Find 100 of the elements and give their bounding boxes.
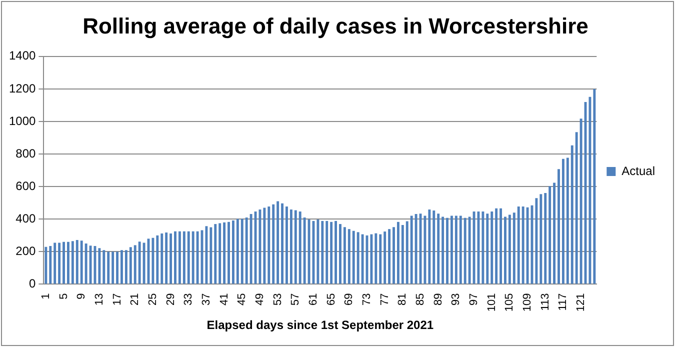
x-tick-label: 49 xyxy=(254,293,266,306)
x-tick-label: 117 xyxy=(557,293,570,311)
bar xyxy=(406,221,408,284)
bar xyxy=(330,222,333,284)
x-tick-label: 101 xyxy=(486,293,498,312)
bar xyxy=(142,242,146,284)
x-tick-label: 29 xyxy=(164,293,177,306)
x-tick-label: 121 xyxy=(575,293,588,312)
x-axis-title: Elapsed days since 1st September 2021 xyxy=(206,318,434,332)
bar xyxy=(343,227,346,284)
x-tick-label: 93 xyxy=(450,293,462,306)
bar xyxy=(286,206,288,284)
x-tick-label: 33 xyxy=(182,293,195,306)
bar xyxy=(156,235,159,284)
x-tick-label: 97 xyxy=(468,293,480,306)
bar xyxy=(71,241,74,284)
bar xyxy=(544,192,547,284)
x-tick-label: 61 xyxy=(308,293,320,306)
x-tick-label: 81 xyxy=(396,293,409,306)
bar xyxy=(396,222,400,284)
x-tick-label: 25 xyxy=(146,293,159,306)
bar xyxy=(298,212,302,284)
bar xyxy=(348,229,350,284)
bar xyxy=(334,220,338,284)
bar xyxy=(446,218,448,284)
y-tick-label: 600 xyxy=(16,178,36,193)
x-tick-label: 53 xyxy=(272,293,284,306)
bar xyxy=(316,219,320,284)
x-tick-label: 109 xyxy=(522,293,534,312)
bar xyxy=(522,206,524,284)
bar xyxy=(205,226,208,284)
bar xyxy=(281,203,284,284)
bar xyxy=(580,118,582,284)
bar xyxy=(232,220,234,284)
x-tick-label: 21 xyxy=(129,293,142,306)
bar xyxy=(486,214,489,284)
bar xyxy=(388,229,391,284)
bar xyxy=(129,247,132,284)
bar xyxy=(268,206,270,284)
bar xyxy=(107,252,110,284)
bar xyxy=(428,210,431,284)
bar xyxy=(290,210,292,284)
bar xyxy=(410,216,413,284)
bar xyxy=(588,96,592,284)
x-tick-label: 73 xyxy=(361,293,374,306)
bar xyxy=(339,224,342,284)
bar xyxy=(424,216,426,284)
bar xyxy=(102,250,106,284)
bar xyxy=(263,208,266,284)
x-tick-label: 57 xyxy=(290,293,302,306)
x-tick-label: 89 xyxy=(432,293,444,306)
bar xyxy=(192,231,194,284)
bar xyxy=(152,238,154,284)
x-tick-label: 113 xyxy=(539,293,552,311)
bar xyxy=(210,227,212,284)
bar xyxy=(526,207,529,284)
bar xyxy=(482,212,484,284)
y-tick-label: 1200 xyxy=(8,81,36,96)
x-tick-label: 13 xyxy=(93,293,106,306)
y-tick-label: 400 xyxy=(16,211,36,226)
bar xyxy=(558,169,560,284)
bar xyxy=(454,216,458,284)
bar xyxy=(258,210,262,284)
bar xyxy=(379,234,382,284)
bar xyxy=(401,225,404,284)
bar xyxy=(512,212,516,284)
x-tick-label: 45 xyxy=(236,293,248,306)
bar xyxy=(508,214,511,284)
bar xyxy=(80,240,83,284)
bar xyxy=(303,218,306,284)
bar xyxy=(432,210,436,284)
bar xyxy=(414,214,418,284)
bar xyxy=(138,242,141,284)
bar xyxy=(495,208,498,284)
bar xyxy=(374,233,378,284)
bar xyxy=(120,250,123,284)
bar xyxy=(134,245,136,284)
bar xyxy=(218,223,222,284)
bar xyxy=(442,216,444,284)
bar xyxy=(236,218,239,284)
bar xyxy=(160,233,164,284)
bar xyxy=(459,216,462,284)
bar xyxy=(174,231,176,284)
bar xyxy=(356,232,360,284)
x-tick-label: 17 xyxy=(111,293,124,306)
y-tick-label: 0 xyxy=(29,276,36,291)
bar xyxy=(276,201,280,284)
x-tick-label: 9 xyxy=(76,293,88,300)
bar xyxy=(437,214,440,284)
bar xyxy=(214,224,217,284)
x-tick-label: 5 xyxy=(58,293,70,300)
bar xyxy=(187,231,190,284)
bar xyxy=(182,231,186,284)
legend-label: Actual xyxy=(622,164,656,178)
bar xyxy=(361,234,364,284)
bar xyxy=(548,186,552,284)
bar xyxy=(58,242,61,284)
bar xyxy=(178,231,181,284)
bar xyxy=(464,218,466,284)
bar xyxy=(228,222,230,284)
